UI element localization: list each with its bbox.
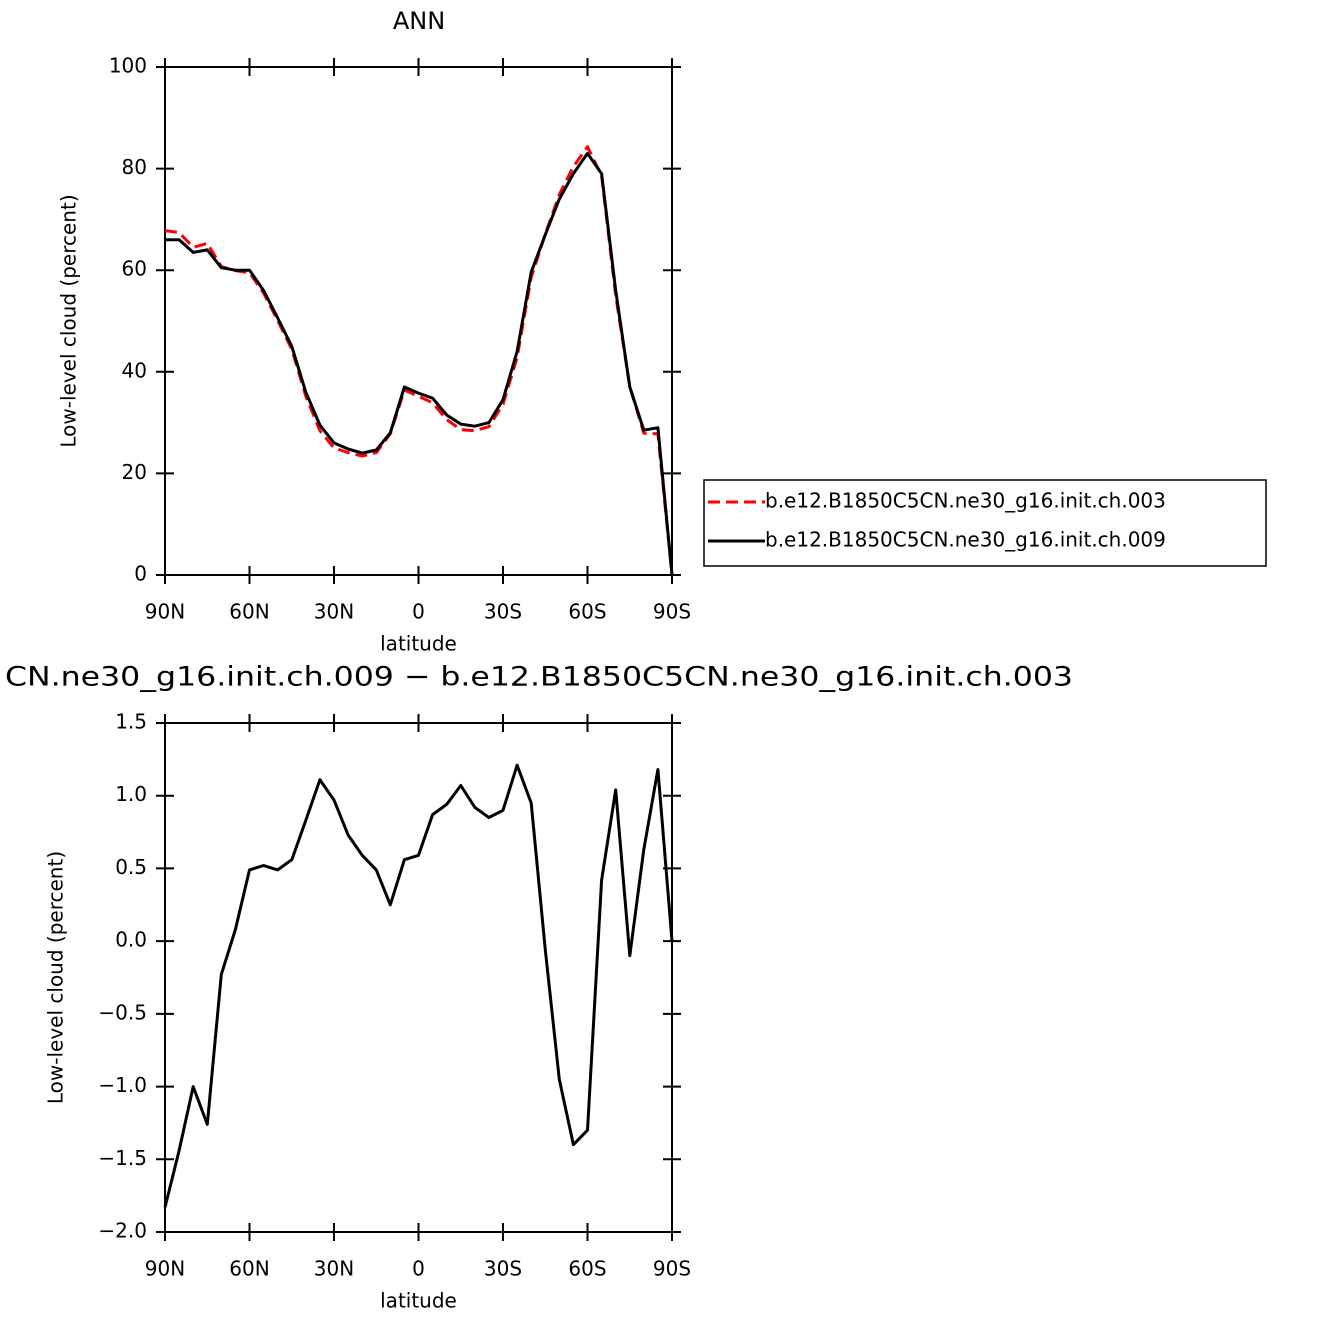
x-axis-label: latitude xyxy=(380,632,457,656)
y-tick-label: 0.5 xyxy=(115,855,147,879)
y-axis-label: Low-level cloud (percent) xyxy=(44,851,68,1104)
legend-box xyxy=(703,479,1267,567)
x-tick-label: 30S xyxy=(484,1257,522,1281)
y-tick-label: 60 xyxy=(122,257,147,281)
y-tick-label: 0.0 xyxy=(115,928,147,952)
y-tick-label: 1.5 xyxy=(115,710,147,734)
x-tick-label: 90S xyxy=(653,1257,691,1281)
x-tick-label: 60N xyxy=(229,1257,269,1281)
x-tick-label: 30N xyxy=(314,1257,354,1281)
x-tick-label: 0 xyxy=(412,600,425,624)
x-tick-label: 30S xyxy=(484,600,522,624)
chart-title: ANN xyxy=(393,7,445,35)
data-line xyxy=(165,151,674,576)
x-tick-label: 30N xyxy=(314,600,354,624)
data-line xyxy=(163,763,674,1208)
legend-label: b.e12.B1850C5CN.ne30_g16.init.ch.003 xyxy=(765,489,1166,513)
y-tick-label: −0.5 xyxy=(98,1000,147,1024)
x-axis-label: latitude xyxy=(380,1289,457,1313)
data-line xyxy=(164,145,674,576)
chart-title: CN.ne30_g16.init.ch.009 − b.e12.B1850C5C… xyxy=(5,662,1073,693)
y-tick-label: 80 xyxy=(122,155,147,179)
legend-label: b.e12.B1850C5CN.ne30_g16.init.ch.009 xyxy=(765,528,1166,552)
y-tick-label: −1.5 xyxy=(98,1146,147,1170)
y-tick-label: 1.0 xyxy=(115,782,147,806)
x-tick-label: 0 xyxy=(412,1257,425,1281)
plot-frame xyxy=(164,66,673,576)
y-tick-label: 20 xyxy=(122,460,147,484)
y-tick-label: 100 xyxy=(109,54,147,78)
y-tick-label: 40 xyxy=(122,358,147,382)
x-tick-label: 60S xyxy=(568,1257,606,1281)
x-tick-label: 60N xyxy=(229,600,269,624)
y-axis-label: Low-level cloud (percent) xyxy=(57,194,81,447)
y-tick-label: −1.0 xyxy=(98,1073,147,1097)
x-tick-label: 90N xyxy=(145,600,185,624)
x-tick-label: 90N xyxy=(145,1257,185,1281)
y-tick-label: −2.0 xyxy=(98,1219,147,1243)
x-tick-label: 90S xyxy=(653,600,691,624)
x-tick-label: 60S xyxy=(568,600,606,624)
y-tick-label: 0 xyxy=(134,562,147,586)
